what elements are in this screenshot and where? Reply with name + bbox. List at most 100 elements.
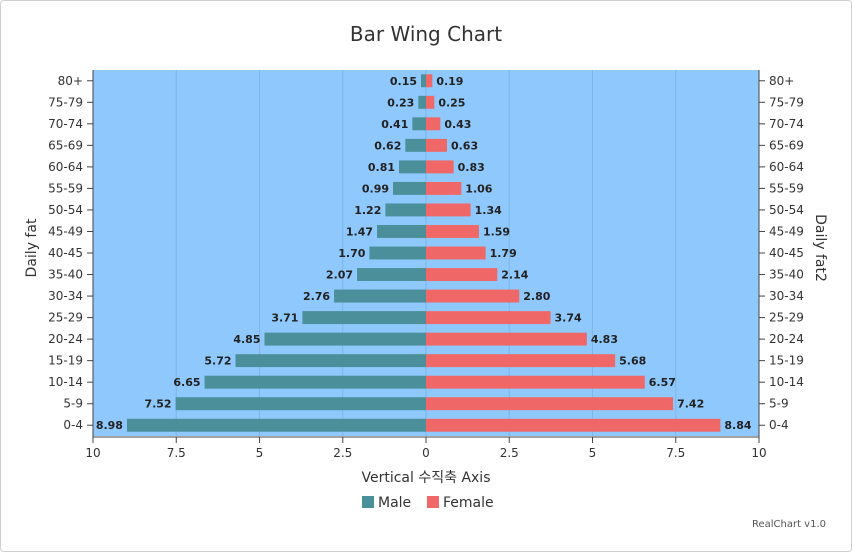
left-category-label: 5-9 xyxy=(63,397,83,411)
bar-female[interactable] xyxy=(426,203,471,217)
bar-female[interactable] xyxy=(426,117,441,131)
data-label-male: 8.98 xyxy=(96,419,123,432)
right-category-label: 35-40 xyxy=(769,268,804,282)
x-tick-label: 2.5 xyxy=(333,446,352,460)
data-label-male: 0.99 xyxy=(362,182,389,195)
bar-female[interactable] xyxy=(426,311,551,325)
data-label-female: 3.74 xyxy=(555,312,582,325)
legend-label-female: Female xyxy=(443,495,494,511)
bar-male[interactable] xyxy=(302,311,426,325)
left-category-label: 0-4 xyxy=(63,418,83,432)
right-category-label: 55-59 xyxy=(769,181,804,195)
bar-male[interactable] xyxy=(204,375,426,389)
left-category-label: 40-45 xyxy=(48,246,83,260)
bar-female[interactable] xyxy=(426,268,498,281)
bar-female[interactable] xyxy=(426,397,674,411)
data-label-female: 1.59 xyxy=(483,225,510,238)
data-label-male: 4.85 xyxy=(233,333,260,346)
left-axis-title: Daily fat xyxy=(24,218,40,277)
data-label-female: 6.57 xyxy=(649,376,676,389)
data-label-female: 0.19 xyxy=(436,75,463,88)
right-category-label: 30-34 xyxy=(769,289,804,303)
right-axis-title: Daily fat2 xyxy=(812,214,828,282)
x-tick-label: 10 xyxy=(751,446,766,460)
left-category-label: 55-59 xyxy=(48,181,83,195)
legend-swatch-female xyxy=(427,496,439,508)
bar-female[interactable] xyxy=(426,375,645,389)
x-tick-label: 10 xyxy=(85,446,100,460)
x-tick-label: 7.5 xyxy=(666,446,685,460)
bar-male[interactable] xyxy=(377,225,426,238)
left-category-label: 70-74 xyxy=(48,117,83,131)
bar-male[interactable] xyxy=(175,397,426,411)
bar-female[interactable] xyxy=(426,74,433,88)
x-tick-label: 2.5 xyxy=(500,446,519,460)
right-category-label: 75-79 xyxy=(769,95,804,109)
right-category-axis: 80+ 75-79 70-74 65-69 60-64 55-59 50-54 45-49 40… xyxy=(758,70,804,437)
data-labels: 0.15 0.19 0.23 0.25 0.41 0.43 0.62 0.63 0.81 0.83… xyxy=(96,75,752,432)
bar-male[interactable] xyxy=(126,418,426,432)
legend-swatch-male xyxy=(362,496,374,508)
bar-male[interactable] xyxy=(399,160,426,174)
bars xyxy=(126,74,721,432)
legend: Male Female xyxy=(362,495,494,511)
bar-female[interactable] xyxy=(426,138,447,152)
bar-male[interactable] xyxy=(385,203,426,217)
data-label-female: 8.84 xyxy=(724,419,751,432)
legend-item-male[interactable]: Male xyxy=(362,495,411,511)
data-label-female: 2.14 xyxy=(501,269,528,282)
bar-female[interactable] xyxy=(426,289,520,303)
right-category-label: 80+ xyxy=(769,74,794,88)
left-category-label: 20-24 xyxy=(48,332,83,346)
bar-male[interactable] xyxy=(393,181,426,195)
bar-female[interactable] xyxy=(426,160,454,174)
data-label-female: 1.79 xyxy=(490,247,517,260)
data-label-male: 1.70 xyxy=(338,247,365,260)
right-category-label: 60-64 xyxy=(769,160,804,174)
bar-female[interactable] xyxy=(426,246,486,260)
bar-female[interactable] xyxy=(426,181,462,195)
left-category-label: 10-14 xyxy=(48,375,83,389)
bar-male[interactable] xyxy=(334,289,426,303)
data-label-male: 0.15 xyxy=(390,75,417,88)
bar-male[interactable] xyxy=(418,95,426,109)
bar-male[interactable] xyxy=(412,117,426,131)
bar-male[interactable] xyxy=(369,246,426,260)
bar-male[interactable] xyxy=(235,354,426,368)
right-category-label: 20-24 xyxy=(769,332,804,346)
data-label-female: 0.43 xyxy=(444,118,471,131)
bar-female[interactable] xyxy=(426,354,616,368)
right-category-label: 10-14 xyxy=(769,375,804,389)
bar-female[interactable] xyxy=(426,332,587,346)
data-label-female: 0.63 xyxy=(451,139,478,152)
bar-female[interactable] xyxy=(426,95,435,109)
legend-label-male: Male xyxy=(378,495,411,511)
left-category-axis: 80+ 75-79 70-74 65-69 60-64 55-59 50-54 45-49 40… xyxy=(48,70,94,437)
data-label-male: 5.72 xyxy=(204,355,231,368)
legend-item-female[interactable]: Female xyxy=(427,495,494,511)
bar-male[interactable] xyxy=(405,138,426,152)
bar-female[interactable] xyxy=(426,418,721,432)
bar-male[interactable] xyxy=(264,332,426,346)
right-category-label: 25-29 xyxy=(769,311,804,325)
data-label-female: 4.83 xyxy=(591,333,618,346)
bar-male[interactable] xyxy=(421,74,426,88)
data-label-male: 1.22 xyxy=(354,204,381,217)
left-category-label: 45-49 xyxy=(48,224,83,238)
bar-female[interactable] xyxy=(426,225,479,238)
right-category-label: 0-4 xyxy=(769,418,789,432)
right-category-label: 40-45 xyxy=(769,246,804,260)
bar-male[interactable] xyxy=(357,268,426,281)
chart-title: Bar Wing Chart xyxy=(350,22,502,46)
data-label-male: 0.23 xyxy=(387,96,414,109)
data-label-male: 3.71 xyxy=(271,312,298,325)
left-category-label: 50-54 xyxy=(48,203,83,217)
x-tick-label: 7.5 xyxy=(167,446,186,460)
x-tick-label: 5 xyxy=(589,446,597,460)
chart-credit: RealChart v1.0 xyxy=(752,519,826,530)
data-label-male: 1.47 xyxy=(346,225,373,238)
data-label-male: 6.65 xyxy=(173,376,200,389)
left-category-label: 15-19 xyxy=(48,354,83,368)
left-category-label: 35-40 xyxy=(48,268,83,282)
